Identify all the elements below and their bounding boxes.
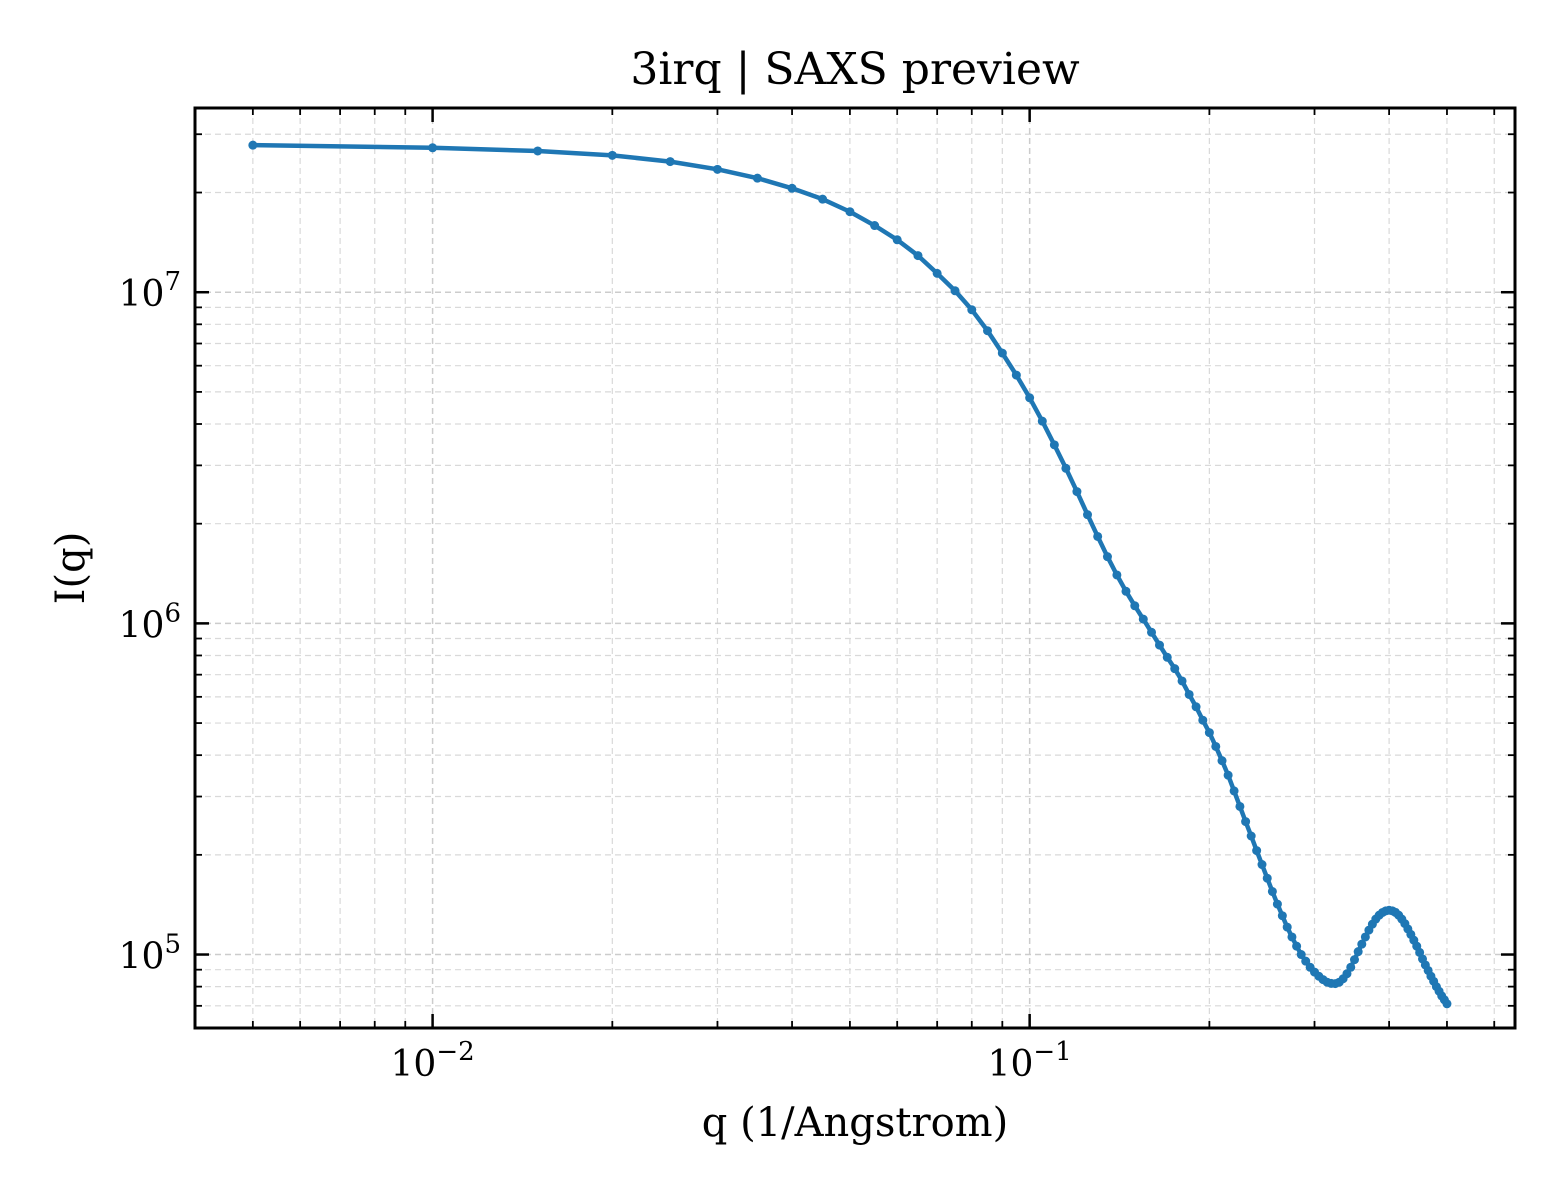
- data-point: [1277, 911, 1287, 921]
- data-point: [1170, 664, 1180, 674]
- ticks: [194, 108, 1515, 1029]
- data-series: [248, 140, 1452, 1009]
- tick-labels: 10−2 10−1 105 106 107: [119, 267, 1072, 1085]
- plot-frame: [193, 106, 1517, 1030]
- data-point: [1346, 962, 1356, 972]
- data-point: [1257, 860, 1267, 870]
- data-point: [607, 150, 617, 160]
- data-point: [1204, 728, 1214, 738]
- data-point: [1262, 873, 1272, 883]
- data-point: [1296, 950, 1306, 960]
- y-tick-label: 105: [119, 930, 181, 978]
- data-point: [1138, 614, 1148, 624]
- data-point: [1292, 941, 1302, 951]
- data-point: [1072, 487, 1082, 497]
- data-point: [1177, 676, 1187, 686]
- data-point: [870, 221, 880, 231]
- data-point: [1011, 370, 1021, 380]
- data-point: [1083, 510, 1093, 520]
- data-point: [1272, 899, 1282, 909]
- data-point: [665, 157, 675, 167]
- data-point: [1349, 955, 1359, 965]
- data-point: [248, 140, 258, 150]
- data-point: [787, 183, 797, 193]
- y-tick-label: 107: [119, 267, 181, 315]
- data-point: [1037, 416, 1047, 426]
- data-point: [1093, 531, 1103, 541]
- data-point: [983, 326, 993, 336]
- data-point: [913, 251, 923, 261]
- data-point: [818, 194, 828, 204]
- data-point: [845, 207, 855, 217]
- data-point: [1025, 393, 1035, 403]
- data-point: [1223, 770, 1233, 780]
- data-point: [1112, 570, 1122, 580]
- data-point: [1360, 932, 1370, 942]
- data-point: [1217, 756, 1227, 766]
- data-point: [892, 235, 902, 245]
- data-point: [1267, 887, 1277, 897]
- data-point: [1246, 831, 1256, 841]
- data-point: [932, 268, 942, 278]
- y-axis-label: I(q): [48, 532, 94, 605]
- x-tick-label: 10−1: [988, 1037, 1072, 1085]
- chart-title: 3irq | SAXS preview: [630, 44, 1080, 95]
- data-point: [752, 173, 762, 183]
- data-point: [1229, 786, 1239, 796]
- data-point: [1353, 947, 1363, 957]
- data-point: [1162, 652, 1172, 662]
- data-point: [1357, 939, 1367, 949]
- y-tick-label: 106: [119, 598, 181, 646]
- data-point: [1102, 552, 1112, 562]
- data-point: [1287, 932, 1297, 942]
- data-point: [1049, 440, 1059, 450]
- x-axis-label: q (1/Angstrom): [702, 1100, 1008, 1146]
- data-point: [950, 286, 960, 296]
- data-point: [1191, 702, 1201, 712]
- x-tick-label: 10−2: [391, 1037, 475, 1085]
- data-point: [1154, 640, 1164, 650]
- data-point: [1121, 586, 1131, 596]
- data-point: [1252, 846, 1262, 856]
- data-point: [997, 348, 1007, 358]
- data-point: [1130, 601, 1140, 611]
- data-point: [712, 164, 722, 174]
- data-point: [1184, 689, 1194, 699]
- data-point: [1211, 741, 1221, 751]
- data-point: [533, 146, 543, 156]
- data-point: [1061, 463, 1071, 473]
- data-point: [1235, 801, 1245, 811]
- data-point: [1442, 999, 1452, 1009]
- data-point: [967, 305, 977, 315]
- data-point: [1147, 627, 1157, 637]
- data-point: [428, 143, 438, 153]
- data-point: [1282, 922, 1292, 932]
- data-point: [1241, 817, 1251, 827]
- data-point: [1198, 715, 1208, 725]
